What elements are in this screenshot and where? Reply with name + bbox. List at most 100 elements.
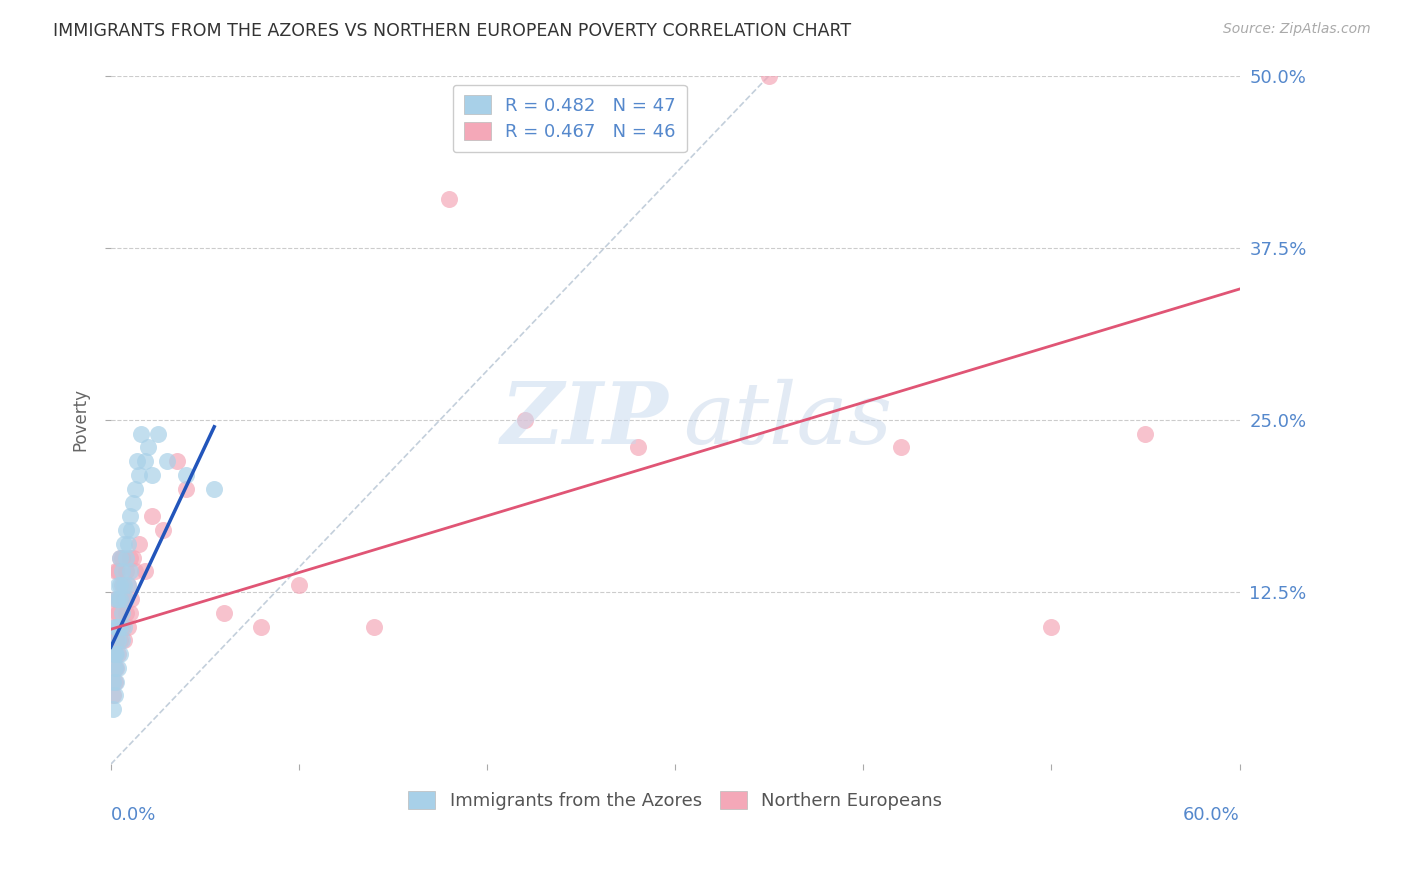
- Point: [107, 606, 129, 620]
- Point: [112, 537, 135, 551]
- Point: [105, 591, 128, 606]
- Point: [103, 647, 125, 661]
- Point: [101, 647, 124, 661]
- Point: [105, 619, 128, 633]
- Point: [108, 578, 131, 592]
- Text: 60.0%: 60.0%: [1182, 805, 1240, 823]
- Point: [128, 468, 150, 483]
- Legend: Immigrants from the Azores, Northern Europeans: Immigrants from the Azores, Northern Eur…: [401, 783, 949, 817]
- Point: [101, 674, 124, 689]
- Point: [105, 674, 128, 689]
- Point: [121, 591, 143, 606]
- Point: [118, 565, 141, 579]
- Point: [105, 591, 128, 606]
- Point: [105, 565, 128, 579]
- Point: [111, 606, 134, 620]
- Point: [114, 591, 136, 606]
- Point: [758, 69, 780, 83]
- Point: [114, 606, 136, 620]
- Point: [114, 565, 136, 579]
- Point: [288, 578, 311, 592]
- Point: [101, 633, 124, 648]
- Point: [121, 523, 143, 537]
- Point: [439, 193, 461, 207]
- Point: [212, 606, 235, 620]
- Point: [111, 619, 134, 633]
- Point: [134, 565, 156, 579]
- Point: [138, 441, 160, 455]
- Point: [118, 509, 141, 524]
- Point: [112, 633, 135, 648]
- Point: [134, 454, 156, 468]
- Point: [103, 661, 125, 675]
- Point: [174, 468, 197, 483]
- Point: [152, 523, 174, 537]
- Point: [108, 591, 131, 606]
- Point: [103, 606, 125, 620]
- Point: [103, 689, 125, 703]
- Point: [146, 426, 169, 441]
- Point: [118, 606, 141, 620]
- Point: [101, 689, 124, 703]
- Point: [107, 647, 129, 661]
- Point: [112, 578, 135, 592]
- Point: [111, 633, 134, 648]
- Point: [174, 482, 197, 496]
- Point: [107, 661, 129, 675]
- Point: [117, 537, 139, 551]
- Point: [108, 647, 131, 661]
- Point: [128, 537, 150, 551]
- Point: [250, 619, 273, 633]
- Text: atlas: atlas: [683, 378, 893, 461]
- Point: [513, 413, 536, 427]
- Point: [107, 619, 129, 633]
- Point: [103, 674, 125, 689]
- Point: [118, 550, 141, 565]
- Point: [124, 565, 146, 579]
- Point: [108, 619, 131, 633]
- Point: [156, 454, 179, 468]
- Text: Source: ZipAtlas.com: Source: ZipAtlas.com: [1223, 22, 1371, 37]
- Point: [127, 454, 149, 468]
- Point: [1135, 426, 1157, 441]
- Point: [105, 633, 128, 648]
- Point: [105, 661, 128, 675]
- Point: [107, 633, 129, 648]
- Point: [111, 578, 134, 592]
- Point: [129, 426, 152, 441]
- Text: 0.0%: 0.0%: [111, 805, 156, 823]
- Point: [105, 647, 128, 661]
- Point: [166, 454, 188, 468]
- Point: [107, 591, 129, 606]
- Y-axis label: Poverty: Poverty: [72, 388, 89, 451]
- Point: [111, 550, 134, 565]
- Point: [107, 565, 129, 579]
- Point: [117, 578, 139, 592]
- Point: [114, 523, 136, 537]
- Point: [108, 591, 131, 606]
- Point: [108, 633, 131, 648]
- Point: [122, 550, 145, 565]
- Point: [363, 619, 385, 633]
- Point: [890, 441, 912, 455]
- Point: [114, 550, 136, 565]
- Point: [124, 482, 146, 496]
- Point: [202, 482, 225, 496]
- Point: [1040, 619, 1063, 633]
- Point: [112, 619, 135, 633]
- Text: IMMIGRANTS FROM THE AZORES VS NORTHERN EUROPEAN POVERTY CORRELATION CHART: IMMIGRANTS FROM THE AZORES VS NORTHERN E…: [53, 22, 852, 40]
- Point: [107, 578, 129, 592]
- Text: ZIP: ZIP: [501, 378, 669, 462]
- Point: [122, 495, 145, 509]
- Point: [103, 647, 125, 661]
- Point: [141, 509, 163, 524]
- Point: [112, 591, 135, 606]
- Point: [117, 619, 139, 633]
- Point: [626, 441, 648, 455]
- Point: [117, 578, 139, 592]
- Point: [108, 550, 131, 565]
- Point: [103, 619, 125, 633]
- Point: [101, 702, 124, 716]
- Point: [108, 550, 131, 565]
- Point: [111, 565, 134, 579]
